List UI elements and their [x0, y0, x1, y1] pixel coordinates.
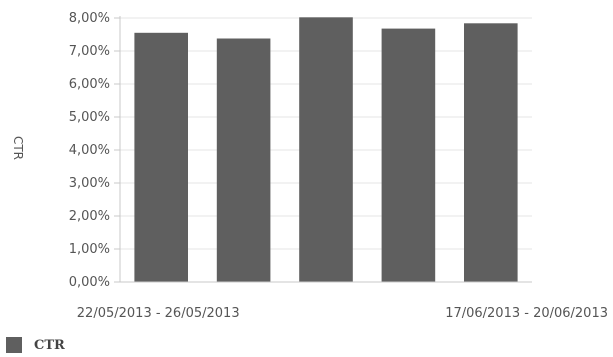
x-tick-label: 17/06/2013 - 20/06/2013: [445, 306, 608, 321]
bar-series-ctr: [134, 17, 518, 283]
y-tick-label: 5,00%: [69, 110, 110, 125]
bar: [299, 17, 353, 283]
bar: [381, 28, 436, 282]
y-tick-label: 8,00%: [69, 11, 110, 26]
y-tick-label: 7,00%: [69, 44, 110, 59]
y-axis-title: CTR: [11, 136, 25, 160]
bar: [216, 38, 271, 282]
x-tick-label: 22/05/2013 - 26/05/2013: [77, 306, 240, 321]
y-tick-label: 4,00%: [69, 143, 110, 158]
bar: [464, 23, 518, 283]
y-tick-labels: 0,00% 1,00% 2,00% 3,00% 4,00% 5,00% 6,00% 7,00%…: [69, 11, 110, 290]
y-tick-label: 2,00%: [69, 209, 110, 224]
legend-label-ctr: CTR: [34, 337, 65, 353]
legend: CTR: [6, 335, 65, 355]
y-tick-label: 0,00%: [69, 275, 110, 290]
y-tick-label: 6,00%: [69, 77, 110, 92]
axes: [114, 16, 532, 283]
bar: [134, 32, 188, 282]
legend-swatch-ctr: [6, 337, 22, 353]
y-tick-label: 3,00%: [69, 176, 110, 191]
y-tick-label: 1,00%: [69, 242, 110, 257]
x-tick-labels: 22/05/2013 - 26/05/2013 17/06/2013 - 20/0…: [77, 306, 608, 321]
